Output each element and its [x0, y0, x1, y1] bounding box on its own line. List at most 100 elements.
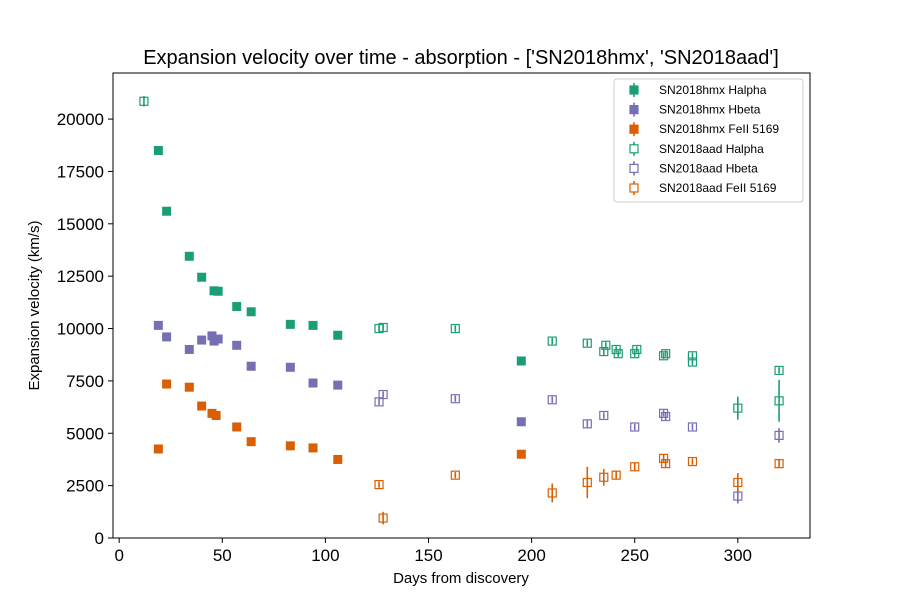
- legend-item: SN2018aad FeII 5169: [629, 181, 777, 195]
- data-point: [661, 459, 671, 469]
- data-point: [630, 462, 640, 472]
- data-point: [547, 488, 557, 498]
- legend-marker: [629, 104, 639, 115]
- data-point: [308, 378, 318, 388]
- y-axis-label: Expansion velocity (km/s): [26, 220, 43, 390]
- data-point: [687, 357, 698, 367]
- legend: SN2018hmx Halpha SN2018hmx Hbeta SN2018hmx…: [613, 78, 804, 203]
- y-tick-label: 0: [95, 529, 104, 548]
- legend-item: SN2018hmx Halpha: [629, 83, 767, 97]
- data-point: [285, 319, 295, 329]
- data-point: [232, 340, 242, 350]
- legend-label: SN2018aad FeII 5169: [659, 181, 777, 195]
- x-tick-label: 300: [724, 546, 752, 565]
- data-point: [232, 302, 242, 312]
- data-point: [613, 349, 623, 359]
- x-tick-label: 250: [621, 546, 649, 565]
- data-point: [661, 411, 671, 422]
- data-point: [308, 443, 318, 453]
- data-point: [246, 307, 256, 317]
- y-tick-label: 20000: [57, 110, 104, 129]
- data-point: [687, 456, 698, 467]
- data-point: [733, 477, 743, 488]
- series-sn2018aad-feii-5169: [374, 453, 784, 525]
- x-tick-label: 50: [213, 546, 232, 565]
- y-axis: 0 2500 5000 7500 10000 12500 15000 17500 20000: [57, 110, 113, 548]
- data-point: [211, 410, 221, 420]
- data-point: [184, 382, 194, 392]
- data-point: [374, 479, 384, 490]
- legend-marker: [629, 85, 639, 95]
- legend-item: SN2018aad Hbeta: [629, 161, 758, 176]
- x-tick-label: 150: [414, 546, 442, 565]
- legend-label: SN2018hmx Halpha: [659, 83, 767, 97]
- legend-label: SN2018hmx FeII 5169: [659, 122, 779, 136]
- legend-item: SN2018hmx FeII 5169: [629, 122, 779, 137]
- data-point: [285, 362, 295, 372]
- y-tick-label: 7500: [66, 372, 104, 391]
- data-point: [308, 320, 318, 330]
- legend-label: SN2018aad Halpha: [659, 142, 764, 156]
- x-axis: 0 50 100 150 200 250 300: [114, 538, 752, 565]
- data-point: [378, 513, 388, 523]
- data-point: [774, 430, 784, 440]
- data-point: [213, 286, 223, 296]
- legend-marker: [629, 144, 639, 154]
- data-point: [153, 320, 163, 330]
- data-point: [450, 470, 460, 480]
- legend-marker: [629, 163, 639, 173]
- data-point: [733, 403, 743, 413]
- data-point: [516, 449, 526, 459]
- data-point: [599, 410, 609, 421]
- data-point: [516, 356, 526, 366]
- data-point: [232, 422, 242, 432]
- data-point: [197, 272, 207, 282]
- data-point: [184, 344, 194, 354]
- series-sn2018hmx-hbeta: [153, 320, 526, 427]
- y-tick-label: 2500: [66, 477, 104, 496]
- data-point: [658, 453, 669, 464]
- y-tick-label: 10000: [57, 320, 104, 339]
- data-point: [547, 395, 557, 405]
- series-sn2018hmx-halpha: [153, 146, 526, 366]
- data-point: [162, 332, 172, 342]
- y-tick-label: 17500: [57, 162, 104, 181]
- x-tick-label: 200: [517, 546, 545, 565]
- data-point: [611, 470, 621, 480]
- y-tick-label: 5000: [66, 424, 104, 443]
- data-point: [153, 146, 163, 155]
- data-point: [378, 389, 388, 400]
- data-point: [774, 459, 784, 469]
- data-point: [197, 335, 207, 345]
- data-point: [582, 338, 592, 348]
- x-tick-label: 0: [114, 546, 123, 565]
- y-tick-label: 15000: [57, 215, 104, 234]
- data-point: [632, 344, 642, 355]
- data-point: [333, 330, 343, 340]
- data-series-layer: [139, 96, 784, 525]
- data-point: [333, 454, 343, 464]
- data-point: [599, 472, 609, 482]
- data-point: [246, 361, 256, 371]
- series-sn2018aad-hbeta: [374, 389, 784, 504]
- data-point: [774, 396, 784, 406]
- chart-title: Expansion velocity over time - absorptio…: [143, 47, 779, 69]
- data-point: [285, 441, 295, 451]
- data-point: [630, 422, 640, 432]
- data-point: [733, 491, 743, 501]
- data-point: [246, 437, 256, 447]
- plot-frame: [112, 72, 811, 539]
- series-sn2018aad-halpha: [139, 96, 784, 422]
- series-sn2018hmx-feii-5169: [153, 379, 526, 464]
- data-point: [450, 394, 460, 404]
- x-axis-label: Days from discovery: [393, 570, 529, 587]
- data-point: [582, 419, 592, 429]
- data-point: [162, 206, 172, 216]
- data-point: [661, 349, 671, 359]
- data-point: [197, 401, 207, 411]
- data-point: [516, 417, 526, 427]
- data-point: [687, 422, 698, 432]
- data-point: [601, 340, 611, 350]
